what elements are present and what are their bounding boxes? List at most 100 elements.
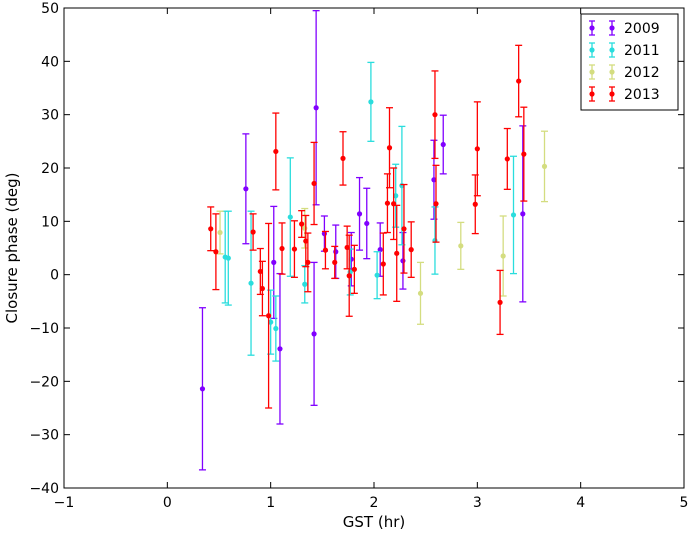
marker	[277, 346, 283, 352]
data-point-2012	[499, 215, 507, 297]
legend-marker	[609, 25, 615, 31]
data-point-2013	[278, 222, 286, 275]
marker	[516, 78, 522, 84]
marker	[346, 273, 352, 279]
marker	[377, 247, 383, 253]
x-tick-label: 5	[680, 495, 689, 511]
marker	[458, 243, 464, 249]
data-point-2012	[541, 130, 548, 203]
marker	[305, 259, 311, 265]
marker	[351, 266, 357, 272]
marker	[497, 299, 503, 305]
data-point-2011	[286, 157, 294, 277]
data-point-2013	[520, 106, 528, 202]
y-tick-label: 40	[41, 54, 59, 70]
legend-label: 2009	[624, 21, 660, 37]
marker	[393, 193, 399, 199]
data-point-2009	[356, 176, 364, 251]
data-point-2011	[392, 163, 400, 228]
marker	[408, 247, 414, 253]
marker	[431, 177, 437, 183]
data-point-2009	[310, 261, 318, 406]
data-point-2013	[302, 214, 310, 268]
marker	[199, 386, 206, 392]
y-tick-label: −40	[29, 481, 59, 497]
marker	[268, 319, 274, 325]
legend-entry-2012: 2012	[589, 64, 660, 81]
legend-entry-2013: 2013	[589, 86, 660, 103]
marker	[500, 253, 506, 259]
data-point-2009	[312, 10, 320, 206]
legend-marker	[589, 47, 595, 53]
data-point-2013	[304, 232, 312, 293]
data-point-2013	[473, 101, 481, 197]
marker	[213, 249, 219, 255]
legend-marker	[609, 69, 615, 75]
data-point-2009	[439, 114, 447, 175]
x-tick-label: 2	[370, 495, 379, 511]
marker	[208, 226, 214, 232]
y-tick-label: −30	[29, 428, 59, 444]
data-point-2013	[393, 204, 401, 302]
data-point-2013	[386, 107, 393, 189]
marker	[311, 331, 317, 337]
marker	[401, 226, 407, 232]
data-point-2013	[265, 222, 273, 409]
marker	[472, 201, 478, 207]
data-point-2013	[290, 220, 298, 278]
x-tick-label: 3	[473, 495, 482, 511]
marker	[340, 155, 346, 161]
data-point-2013	[515, 44, 523, 118]
data-point-2013	[343, 225, 351, 270]
marker	[287, 214, 293, 220]
data-point-2011	[272, 295, 280, 362]
data-point-2012	[457, 221, 465, 270]
data-point-2013	[431, 70, 439, 160]
marker	[250, 229, 256, 235]
marker	[394, 250, 400, 256]
data-point-2013	[350, 244, 358, 294]
data-point-2013	[310, 141, 318, 226]
legend-label: 2011	[624, 43, 660, 59]
data-point-2013	[331, 245, 339, 280]
legend-marker	[609, 91, 615, 97]
series-2013	[207, 44, 528, 409]
marker	[273, 148, 279, 155]
data-point-2011	[373, 251, 381, 300]
legend-box	[580, 13, 679, 111]
marker	[243, 186, 249, 192]
marker	[332, 259, 338, 265]
marker	[303, 238, 309, 244]
marker	[248, 280, 254, 286]
marker	[299, 221, 305, 227]
y-tick-label: 50	[41, 1, 59, 17]
marker	[432, 112, 438, 118]
marker	[521, 151, 527, 157]
marker	[368, 99, 374, 105]
data-point-2013	[503, 127, 511, 190]
y-tick-label: −20	[29, 374, 59, 390]
marker	[400, 258, 406, 264]
x-tick-label: 4	[576, 495, 585, 511]
marker	[333, 249, 339, 255]
data-point-2013	[272, 112, 280, 191]
data-point-2011	[224, 210, 232, 306]
data-point-2013	[321, 230, 329, 270]
legend-entry-2011: 2011	[589, 42, 660, 59]
data-point-2013	[258, 260, 266, 317]
marker	[302, 281, 308, 287]
legend-marker	[589, 91, 595, 97]
marker	[364, 220, 370, 227]
marker	[510, 212, 517, 218]
y-tick-label: 30	[41, 108, 59, 124]
x-axis-label: GST (hr)	[343, 513, 405, 531]
x-tick-label: −1	[54, 495, 75, 511]
data-point-2011	[367, 61, 375, 142]
marker	[279, 245, 285, 252]
legend-marker	[609, 47, 615, 53]
data-point-2013	[345, 234, 353, 317]
data-point-2013	[496, 269, 504, 336]
y-tick-label: −10	[29, 321, 59, 337]
data-point-2009	[363, 187, 371, 260]
